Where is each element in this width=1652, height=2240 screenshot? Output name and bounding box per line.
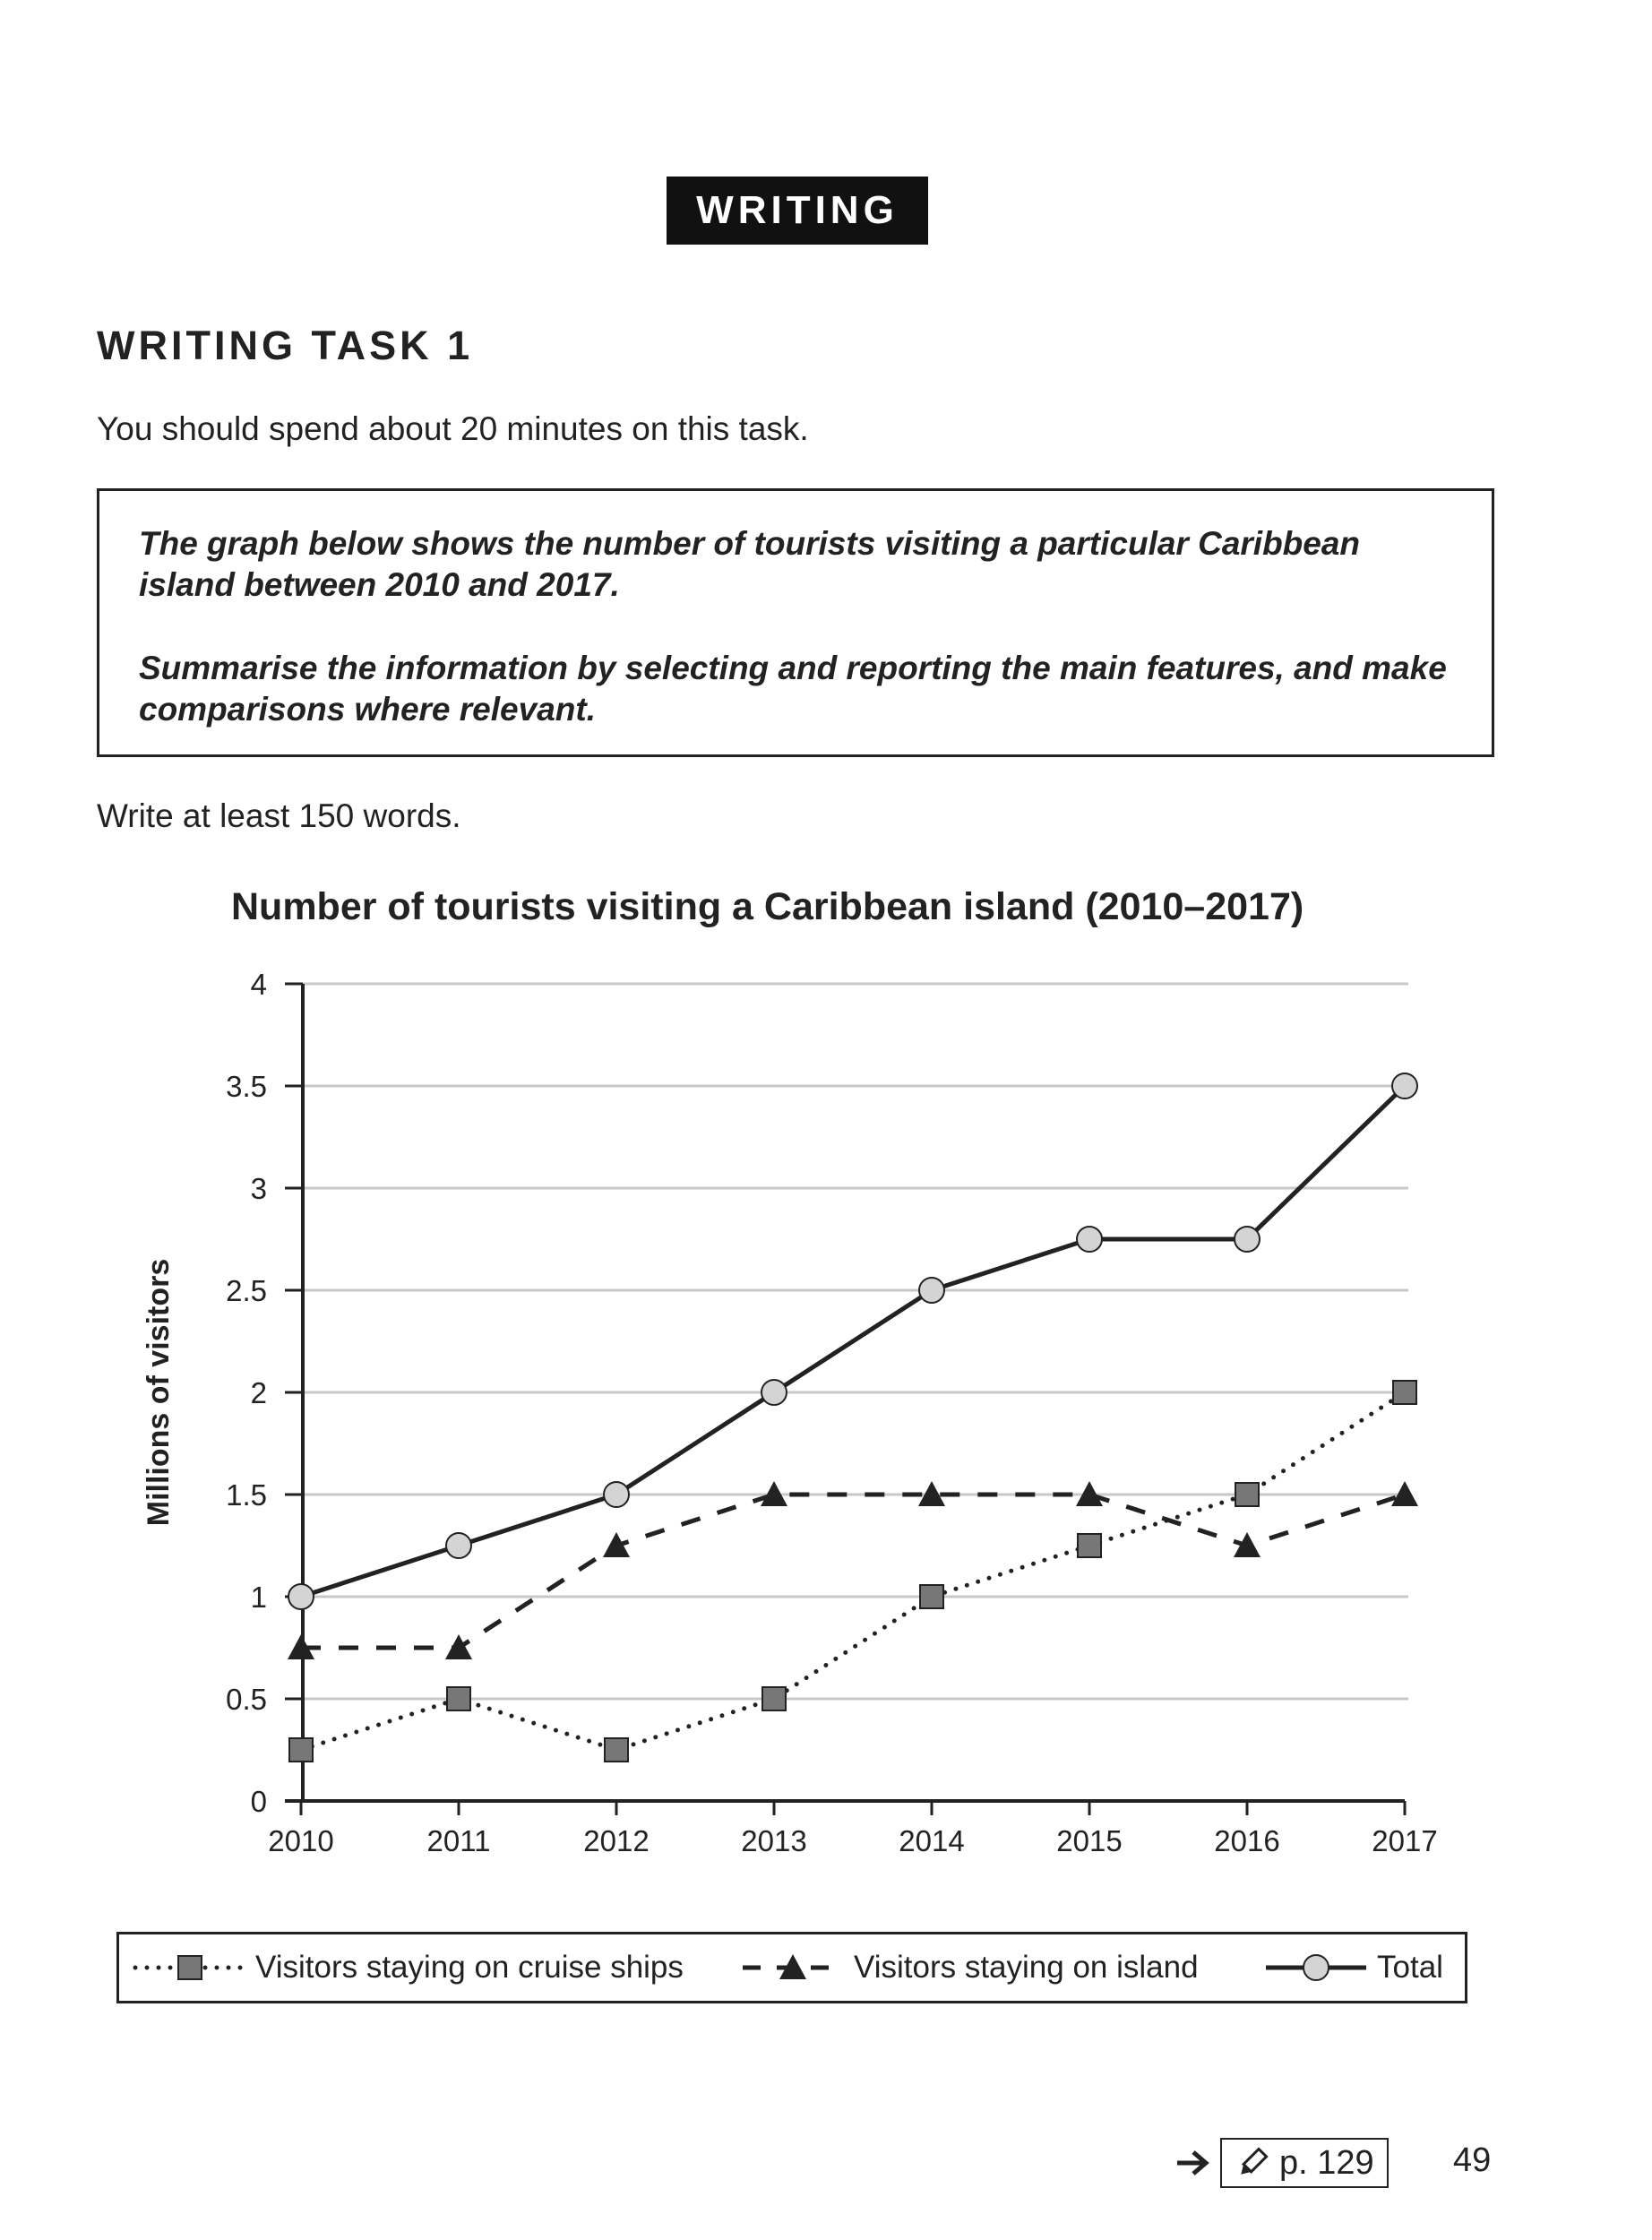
data-point-total (603, 1481, 630, 1508)
data-point-total (1234, 1226, 1261, 1253)
y-tick-label: 4 (251, 968, 267, 1001)
data-point-cruise (288, 1737, 314, 1762)
task-heading: WRITING TASK 1 (97, 323, 474, 368)
legend-label-cruise: Visitors staying on cruise ships (255, 1950, 684, 1985)
page-number: 49 (1453, 2141, 1492, 2179)
data-point-total (918, 1277, 945, 1304)
legend-label-total: Total (1377, 1950, 1443, 1985)
data-point-total (1076, 1226, 1103, 1253)
pencil-icon (1241, 2147, 1269, 2175)
section-banner: WRITING (667, 177, 928, 245)
y-tick-label: 0.5 (226, 1683, 267, 1716)
y-tick-label: 2.5 (226, 1274, 267, 1307)
x-tick-label: 2012 (583, 1824, 649, 1857)
data-point-cruise (1235, 1482, 1260, 1507)
chart-title: Number of tourists visiting a Caribbean … (231, 885, 1304, 928)
data-point-island (445, 1634, 472, 1659)
data-point-island (761, 1481, 787, 1506)
data-point-island (1076, 1481, 1103, 1506)
task-prompt-paragraph-2: Summarise the information by selecting a… (139, 649, 1447, 728)
legend-item-island: Visitors staying on island (739, 1934, 1199, 2001)
x-tick-label: 2010 (268, 1824, 333, 1857)
x-tick-label: 2015 (1056, 1824, 1122, 1857)
data-point-cruise (919, 1584, 944, 1609)
y-tick-label: 2 (251, 1376, 267, 1409)
y-tick-label: 3 (251, 1172, 267, 1205)
legend-swatch-island (743, 1954, 843, 1979)
x-tick-label: 2016 (1214, 1824, 1279, 1857)
data-point-cruise (604, 1737, 629, 1762)
data-point-island (603, 1532, 630, 1557)
data-point-total (761, 1379, 787, 1406)
data-point-island (288, 1634, 314, 1659)
time-instruction: You should spend about 20 minutes on thi… (97, 410, 809, 447)
data-point-total (288, 1583, 314, 1610)
data-point-total (1391, 1073, 1418, 1099)
x-tick-label: 2013 (741, 1824, 806, 1857)
legend-swatch-cruise (133, 1955, 247, 1980)
data-point-island (1391, 1481, 1418, 1506)
x-tick-label: 2017 (1372, 1824, 1437, 1857)
legend-item-cruise: Visitors staying on cruise ships (132, 1934, 684, 2001)
y-tick-label: 1.5 (226, 1478, 267, 1512)
page-reference: p. 129 (1174, 2136, 1389, 2190)
legend-swatch-total (1266, 1954, 1366, 1981)
word-count-instruction: Write at least 150 words. (97, 797, 461, 834)
legend-label-island: Visitors staying on island (854, 1950, 1199, 1985)
right-arrow-icon (1177, 2150, 1209, 2175)
data-point-cruise (1392, 1380, 1417, 1405)
line-chart: Millions of visitors 0 0.5 1 1.5 2 2.5 3 3.5 4 20… (142, 968, 1438, 1857)
x-tick-label: 2014 (899, 1824, 964, 1857)
y-tick-label: 0 (251, 1785, 267, 1818)
data-point-total (445, 1532, 472, 1559)
task-prompt-paragraph-1: The graph below shows the number of tour… (139, 525, 1361, 604)
series-line-1 (301, 1492, 1406, 1650)
data-point-island (1234, 1532, 1261, 1557)
series-line-2 (298, 1083, 1407, 1599)
task-prompt-box: The graph below shows the number of tour… (97, 488, 1494, 757)
page-reference-label: p. 129 (1279, 2143, 1374, 2182)
chart-legend: Visitors staying on cruise ships Visitor… (116, 1932, 1467, 2003)
page-reference-box[interactable]: p. 129 (1220, 2138, 1389, 2188)
y-axis-label: Millions of visitors (142, 1259, 176, 1526)
data-point-cruise (761, 1686, 787, 1711)
y-tick-label: 3.5 (226, 1070, 267, 1103)
data-point-cruise (1077, 1533, 1102, 1558)
data-point-cruise (446, 1686, 471, 1711)
legend-item-total: Total (1262, 1934, 1443, 2001)
y-tick-label: 1 (251, 1581, 267, 1614)
x-tick-label: 2011 (427, 1824, 491, 1857)
data-point-island (918, 1481, 945, 1506)
series-line-0 (298, 1390, 1407, 1753)
